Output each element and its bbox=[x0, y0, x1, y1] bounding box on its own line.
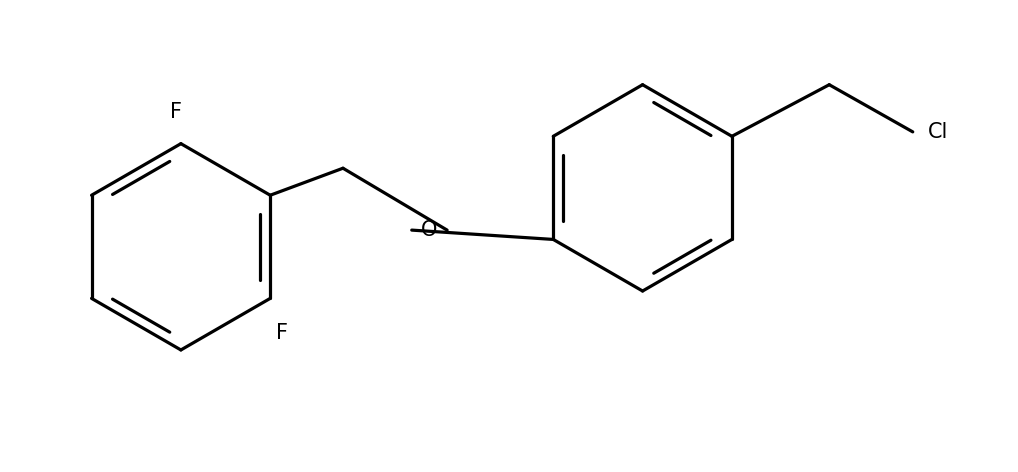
Text: F: F bbox=[276, 323, 288, 343]
Text: O: O bbox=[421, 220, 438, 240]
Text: F: F bbox=[170, 102, 182, 122]
Text: Cl: Cl bbox=[927, 122, 948, 142]
